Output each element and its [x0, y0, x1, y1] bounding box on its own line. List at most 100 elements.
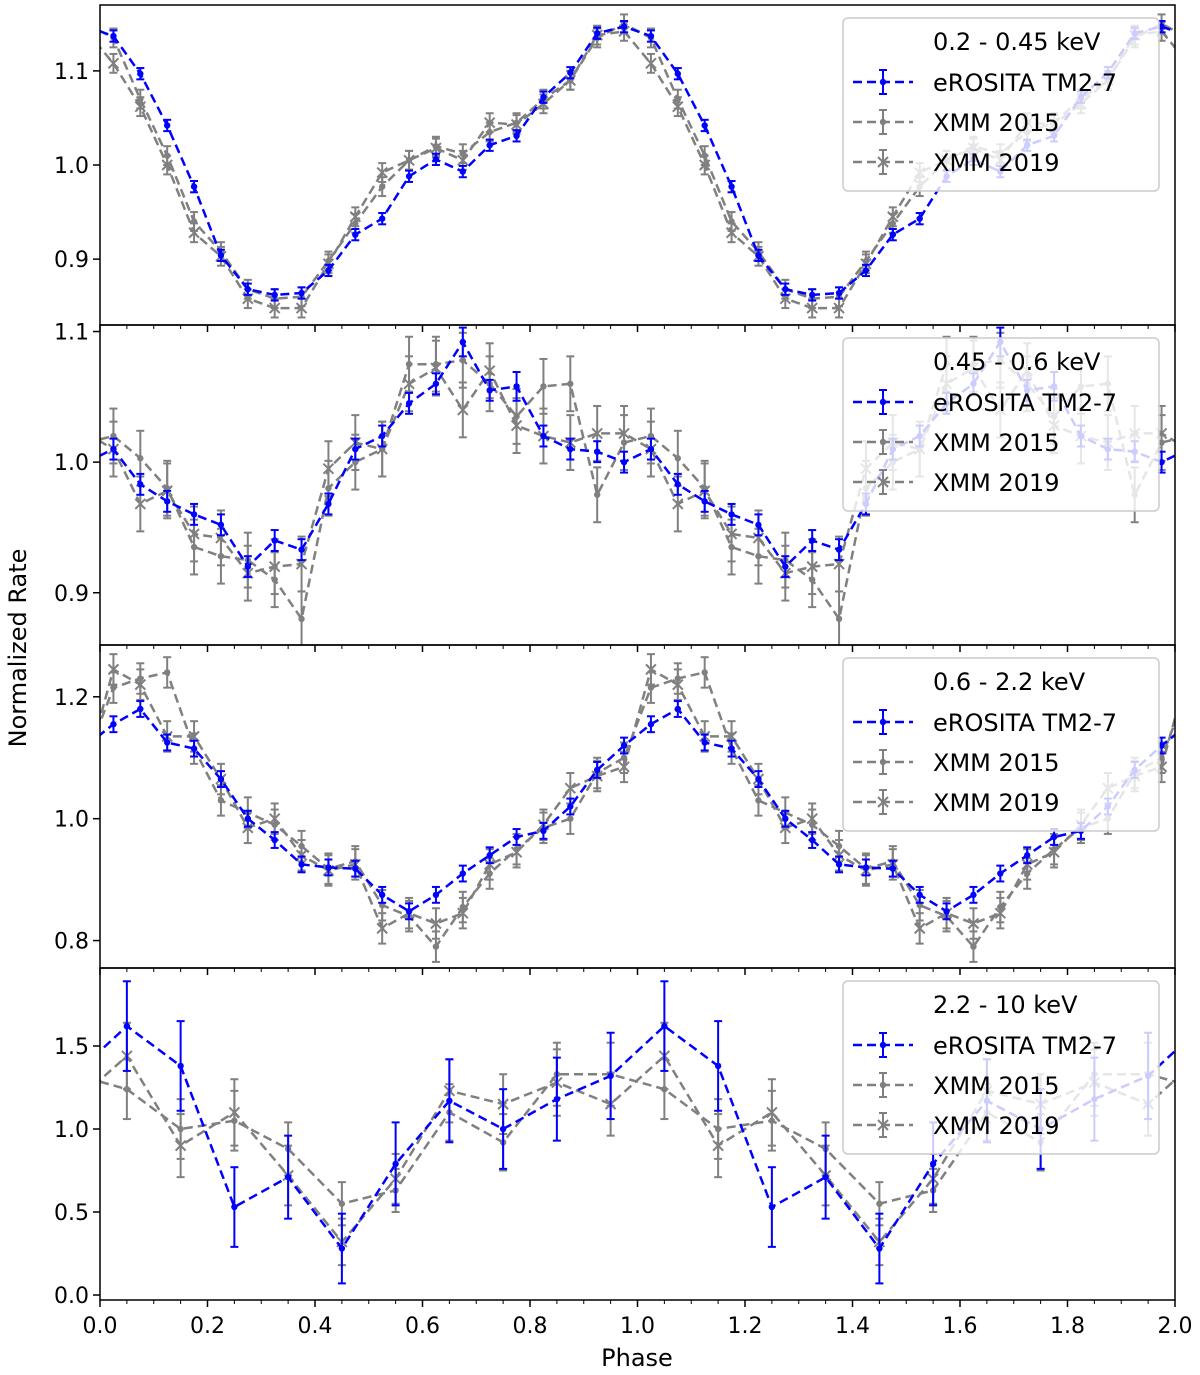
- data-point: [244, 286, 252, 293]
- legend-marker: [879, 78, 887, 86]
- legend-box: [842, 17, 1160, 192]
- data-point: [540, 383, 547, 390]
- data-point: [808, 537, 816, 544]
- data-point: [674, 481, 682, 488]
- data-point: [188, 227, 200, 239]
- data-point: [392, 1160, 399, 1168]
- y-tick-label: 1.0: [54, 451, 89, 476]
- x-tick-label: 1.8: [1050, 1314, 1085, 1339]
- data-point: [1158, 23, 1165, 30]
- data-point: [376, 166, 388, 179]
- data-point: [137, 705, 144, 713]
- data-point: [432, 380, 440, 387]
- y-tick-label: 1.5: [54, 1035, 89, 1060]
- data-point: [378, 432, 386, 440]
- data-point: [228, 1106, 241, 1119]
- x-tick-label: 1.2: [728, 1314, 763, 1339]
- data-point: [674, 455, 682, 462]
- data-point: [483, 365, 496, 377]
- data-point: [1050, 833, 1058, 841]
- legend-marker: [879, 118, 887, 126]
- data-point: [483, 858, 496, 871]
- y-tick-label: 1.0: [54, 808, 89, 833]
- legend: 0.6 - 2.2 keV eROSITA TM2-7 XMM 2015 XMM 20…: [842, 657, 1160, 832]
- data-point: [806, 812, 818, 825]
- data-point: [808, 291, 816, 299]
- x-tick-label: 2.0: [1158, 1314, 1193, 1339]
- data-point: [835, 861, 843, 868]
- data-point: [403, 154, 415, 167]
- x-tick-label: 0.4: [298, 1314, 333, 1339]
- x-tick-label: 1.6: [943, 1314, 978, 1339]
- data-point: [457, 907, 469, 919]
- y-tick-label: 1.1: [54, 60, 89, 85]
- data-point: [163, 739, 171, 746]
- data-point: [755, 521, 762, 529]
- data-point: [564, 782, 577, 794]
- data-point: [298, 546, 305, 553]
- data-point: [1023, 852, 1031, 859]
- data-point: [620, 742, 628, 749]
- data-point: [1021, 858, 1033, 871]
- data-point: [889, 865, 897, 872]
- data-point: [728, 745, 735, 752]
- panel-3: 0.0 0.5 1.0 1.5 2.2 - 10 keV eROSITA TM2-7 XMM…: [54, 967, 1193, 1339]
- data-point: [110, 684, 117, 691]
- legend-label: XMM 2019: [933, 789, 1060, 817]
- data-point: [701, 122, 708, 129]
- data-point: [672, 498, 684, 510]
- data-point: [217, 797, 225, 804]
- legend-label: XMM 2015: [933, 749, 1060, 777]
- data-point: [405, 400, 413, 407]
- data-point: [887, 211, 899, 223]
- data-point: [593, 30, 601, 37]
- data-point: [163, 122, 171, 129]
- y-tick-label: 0.5: [54, 1201, 89, 1226]
- data-point: [755, 775, 762, 783]
- data-point: [349, 211, 362, 223]
- data-point: [338, 1200, 346, 1207]
- data-point: [712, 1139, 724, 1152]
- data-point: [835, 615, 843, 623]
- data-point: [137, 455, 144, 462]
- data-point: [672, 100, 684, 113]
- x-tick-label: 1.0: [620, 1314, 655, 1339]
- y-tick-label: 0.8: [54, 930, 89, 955]
- data-point: [137, 481, 144, 488]
- data-point: [457, 404, 469, 416]
- data-point: [163, 669, 171, 676]
- data-point: [217, 775, 225, 783]
- data-point: [217, 521, 225, 529]
- data-point: [645, 663, 657, 676]
- series-line: [100, 667, 1175, 931]
- legend-label: eROSITA TM2-7: [933, 1032, 1117, 1060]
- legend-box: [842, 657, 1160, 832]
- data-point: [298, 289, 305, 297]
- data-point: [403, 378, 415, 390]
- data-point: [513, 833, 520, 841]
- y-tick-label: 1.1: [54, 321, 89, 346]
- data-point: [755, 797, 762, 804]
- data-point: [567, 803, 574, 810]
- data-point: [244, 815, 252, 822]
- data-point: [352, 865, 359, 872]
- data-point: [107, 663, 120, 676]
- data-point: [459, 338, 467, 346]
- data-point: [701, 498, 708, 505]
- data-point: [513, 132, 520, 140]
- data-point: [405, 908, 413, 915]
- data-point: [123, 1022, 131, 1030]
- data-point: [564, 74, 577, 87]
- data-point: [486, 142, 493, 149]
- legend-title: 0.6 - 2.2 keV: [933, 668, 1086, 696]
- data-point: [782, 563, 789, 570]
- legend-marker: [877, 156, 889, 168]
- x-axis-title: Phase: [601, 1344, 673, 1372]
- y-tick-label: 0.9: [54, 248, 89, 273]
- data-point: [916, 891, 923, 899]
- y-tick-label: 0.0: [54, 1284, 89, 1309]
- legend-marker: [879, 718, 887, 726]
- panel-0: 0.9 1.0 1.1 0.2 - 0.45 keV eROSITA TM2-7 XMM …: [54, 4, 1176, 332]
- data-point: [876, 1200, 883, 1207]
